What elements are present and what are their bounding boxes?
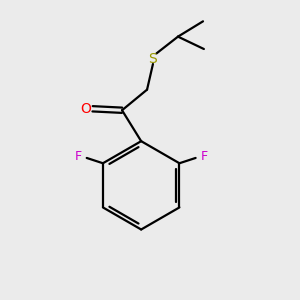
- Text: O: O: [81, 102, 92, 116]
- Text: F: F: [75, 150, 82, 163]
- Text: F: F: [200, 150, 207, 163]
- Text: S: S: [148, 52, 157, 66]
